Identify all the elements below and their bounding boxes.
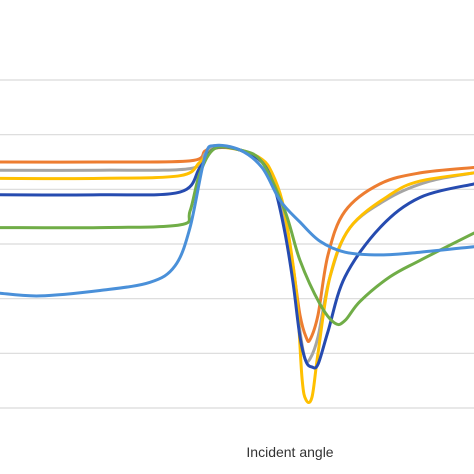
series-line-yellow	[0, 145, 474, 405]
series-line-navy	[0, 145, 474, 370]
series-line-blue	[0, 143, 474, 298]
gridlines	[0, 79, 474, 409]
x-axis-label: Incident angle	[246, 444, 333, 460]
series-line-green	[0, 145, 474, 327]
series-lines	[0, 143, 474, 405]
